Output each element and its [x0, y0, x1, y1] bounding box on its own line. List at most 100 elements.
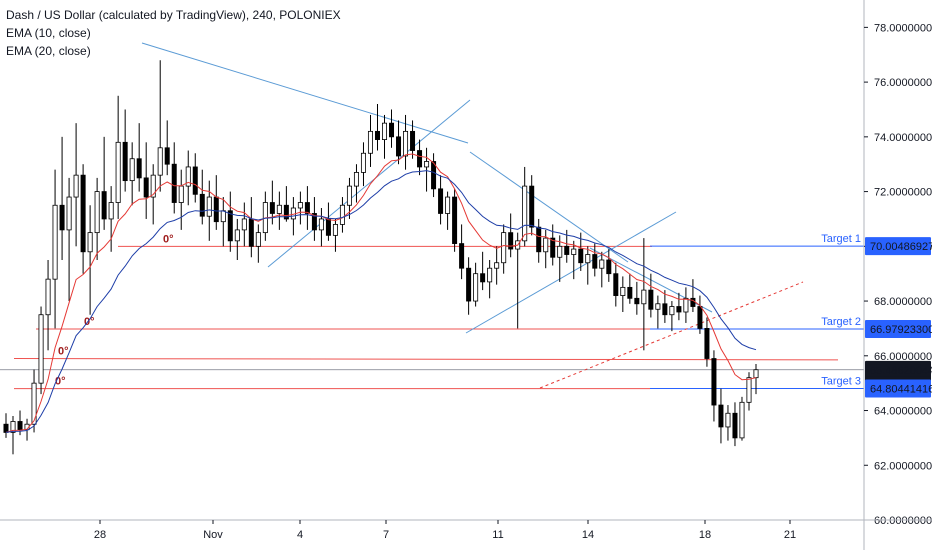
candle-body	[129, 158, 135, 182]
candle-body	[276, 204, 282, 214]
ema-lines	[5, 153, 757, 433]
y-tick-label: 66.00000000	[874, 351, 932, 363]
candle-body	[697, 306, 703, 329]
candle-body	[164, 147, 170, 165]
candle-body	[550, 237, 556, 258]
candle-body	[382, 122, 388, 140]
price-tag-label: 70.00486927	[870, 241, 932, 253]
candle-body	[620, 286, 626, 296]
candle-body	[459, 243, 465, 269]
candle-body	[494, 262, 500, 269]
ema10-line	[5, 153, 757, 433]
time-axis[interactable]: 28 Nov 4 7 11 14 18 21	[0, 519, 932, 541]
candle-body	[283, 204, 289, 220]
candle-body	[508, 232, 514, 250]
candle-body	[374, 130, 380, 140]
candle-body	[417, 150, 423, 168]
candle-body	[613, 273, 619, 296]
candle-body	[578, 248, 584, 264]
price-tag	[865, 237, 931, 256]
price-tag	[865, 379, 931, 398]
legend-title: Dash / US Dollar (calculated by TradingV…	[6, 8, 341, 22]
candle-body	[220, 210, 226, 223]
trendline	[267, 99, 471, 268]
legend-ema20: EMA (20, close)	[6, 44, 91, 58]
price-axis[interactable]: 60.00000000 62.00000000 64.00000000 66.0000…	[863, 0, 932, 550]
candle-body	[38, 314, 44, 384]
candle-body	[529, 185, 535, 228]
candle-body	[725, 412, 731, 428]
candle-body	[704, 328, 710, 359]
candle-body	[746, 377, 752, 403]
candle-body	[45, 278, 51, 316]
candle-body	[31, 382, 37, 425]
candle-body	[213, 196, 219, 223]
y-tick-label: 72.00000000	[874, 187, 932, 199]
candle-body	[311, 213, 317, 231]
level-label: 0°	[55, 376, 66, 388]
candle-body	[676, 306, 682, 313]
target-label: Target 2	[821, 316, 861, 328]
candle-body	[480, 273, 486, 283]
trendline	[469, 151, 629, 263]
candle-body	[94, 191, 100, 234]
candle-body	[655, 303, 661, 310]
candle-body	[396, 136, 402, 157]
candle-body	[178, 185, 184, 203]
candle-body	[683, 297, 689, 313]
candle-body	[501, 232, 507, 264]
chart-legend: Dash / US Dollar (calculated by TradingV…	[6, 6, 341, 60]
candle-body	[522, 185, 528, 242]
candle-body	[641, 289, 647, 305]
candle-body	[248, 218, 254, 247]
candle-body	[136, 158, 142, 179]
x-tick-label: Nov	[203, 529, 223, 541]
candle-body	[318, 218, 324, 231]
candle-body	[269, 202, 275, 214]
y-tick-label: 64.00000000	[874, 406, 932, 418]
candle-body	[360, 152, 366, 173]
candle-body	[718, 404, 724, 428]
candles	[3, 60, 759, 455]
x-tick-label: 18	[699, 529, 711, 541]
candle-body	[115, 141, 121, 203]
trendline	[539, 281, 804, 389]
candle-body	[606, 259, 612, 275]
candle-body	[711, 358, 717, 406]
candle-body	[10, 421, 16, 433]
candle-body	[255, 232, 261, 247]
candle-body	[473, 273, 479, 302]
x-tick-label: 28	[94, 529, 106, 541]
candle-body	[241, 218, 247, 231]
candle-body	[648, 289, 654, 310]
candle-body	[353, 172, 359, 187]
candle-body	[171, 163, 177, 203]
trendline	[141, 42, 469, 144]
level-label: 0°	[163, 233, 174, 245]
candle-body	[634, 297, 640, 305]
candle-body	[227, 210, 233, 242]
candle-body	[627, 286, 633, 299]
candle-body	[410, 130, 416, 151]
candle-body	[73, 174, 79, 198]
candle-body	[199, 193, 205, 217]
candle-body	[80, 174, 86, 253]
candle-body	[466, 267, 472, 302]
candle-body	[571, 248, 577, 255]
legend-ema10: EMA (10, close)	[6, 26, 91, 40]
horizontal-levels: 0° 0° 0° 0° Target 1 Target 2 Target 3	[0, 233, 864, 390]
candle-body	[431, 161, 437, 190]
target-label: Target 3	[821, 376, 861, 388]
candle-body	[339, 204, 345, 225]
candle-body	[424, 161, 430, 168]
candle-body	[403, 130, 409, 157]
price-tag-label: 64.80441416	[870, 384, 932, 396]
candle-body	[669, 306, 675, 316]
candle-body	[122, 141, 128, 182]
price-tag-label: 65.48620044	[870, 365, 932, 377]
ema20-line	[5, 170, 757, 433]
candle-body	[185, 166, 191, 187]
candle-body	[325, 218, 331, 236]
candle-body	[585, 254, 591, 264]
